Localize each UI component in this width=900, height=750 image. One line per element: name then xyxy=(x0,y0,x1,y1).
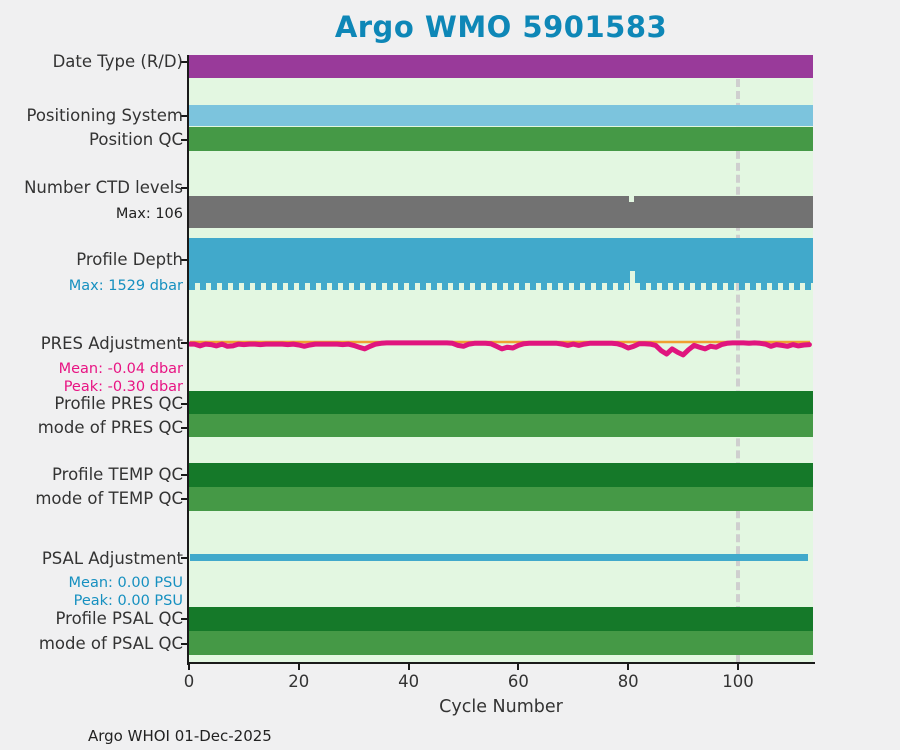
bar-position-qc xyxy=(189,127,813,151)
psal-adjustment-mean-value: Mean: 0.00 PSU xyxy=(68,575,183,591)
x-axis-title: Cycle Number xyxy=(439,697,563,717)
row-label-number-ctd-levels: Number CTD levels xyxy=(24,178,183,197)
y-tick xyxy=(181,61,187,63)
row-label-mode-psal-qc: mode of PSAL QC xyxy=(38,634,183,653)
x-tick-label-0: 0 xyxy=(183,672,195,691)
x-tick-60 xyxy=(517,664,520,670)
bar-mode-psal-qc xyxy=(189,631,813,655)
row-label-position-qc: Position QC xyxy=(89,130,183,149)
bar-profile-temp-qc xyxy=(189,463,813,487)
y-tick xyxy=(181,618,187,620)
pres-adjustment-mean-value: Mean: -0.04 dbar xyxy=(58,361,183,377)
y-tick xyxy=(181,342,187,344)
pres-adjustment-peak-value: Peak: -0.30 dbar xyxy=(63,379,183,395)
x-tick-40 xyxy=(407,664,410,670)
y-tick xyxy=(181,474,187,476)
profile-depth-gap-cycle-80 xyxy=(630,271,635,290)
pres-adjustment-plot xyxy=(189,340,812,358)
y-axis-spine xyxy=(187,55,189,665)
x-axis-spine xyxy=(187,662,815,664)
x-tick-20 xyxy=(297,664,300,670)
row-label-pres-adjustment: PRES Adjustment xyxy=(40,334,183,353)
bar-profile-depth xyxy=(189,238,813,283)
y-tick xyxy=(181,139,187,141)
bar-profile-psal-qc xyxy=(189,607,813,631)
row-label-mode-pres-qc: mode of PRES QC xyxy=(37,418,183,437)
pres-adjustment-line xyxy=(189,340,812,358)
bar-positioning-system xyxy=(189,105,813,126)
y-tick xyxy=(181,403,187,405)
profile-depth-max-value: Max: 1529 dbar xyxy=(68,278,183,294)
row-label-date-type: Date Type (R/D) xyxy=(52,52,183,71)
row-label-positioning-system: Positioning System xyxy=(26,106,183,125)
x-tick-label-80: 80 xyxy=(617,672,639,691)
bar-profile-pres-qc xyxy=(189,391,813,414)
x-tick-80 xyxy=(627,664,630,670)
x-tick-label-60: 60 xyxy=(507,672,529,691)
y-tick xyxy=(181,643,187,645)
bar-date-type xyxy=(189,55,813,78)
row-label-profile-psal-qc: Profile PSAL QC xyxy=(55,609,183,628)
row-label-profile-depth: Profile Depth xyxy=(76,250,183,269)
row-label-mode-temp-qc: mode of TEMP QC xyxy=(35,489,183,508)
y-tick xyxy=(181,557,187,559)
y-tick xyxy=(181,498,187,500)
row-label-profile-temp-qc: Profile TEMP QC xyxy=(52,465,183,484)
ctd-levels-gap-cycle-80 xyxy=(629,196,634,202)
y-tick xyxy=(181,259,187,261)
plot-background xyxy=(189,55,813,663)
psal-adjustment-line xyxy=(190,554,808,561)
x-tick-100 xyxy=(737,664,739,670)
row-label-psal-adjustment: PSAL Adjustment xyxy=(41,549,183,568)
bar-mode-pres-qc xyxy=(189,414,813,437)
figure-credit: Argo WHOI 01-Dec-2025 xyxy=(88,727,272,745)
y-tick xyxy=(181,115,187,117)
x-tick-0 xyxy=(188,664,190,670)
x-tick-label-20: 20 xyxy=(288,672,310,691)
bar-number-ctd-levels xyxy=(189,196,813,228)
cycle-100-reference-dashed-line xyxy=(736,55,740,662)
x-tick-label-40: 40 xyxy=(398,672,420,691)
x-tick-label-100: 100 xyxy=(722,672,754,691)
profile-depth-ragged-edge xyxy=(189,283,813,290)
bar-mode-temp-qc xyxy=(189,487,813,511)
y-tick xyxy=(181,187,187,189)
row-label-profile-pres-qc: Profile PRES QC xyxy=(54,394,183,413)
psal-adjustment-peak-value: Peak: 0.00 PSU xyxy=(73,593,183,609)
chart-title: Argo WMO 5901583 xyxy=(334,10,668,44)
ctd-levels-max-value: Max: 106 xyxy=(115,206,183,222)
y-tick xyxy=(181,427,187,429)
